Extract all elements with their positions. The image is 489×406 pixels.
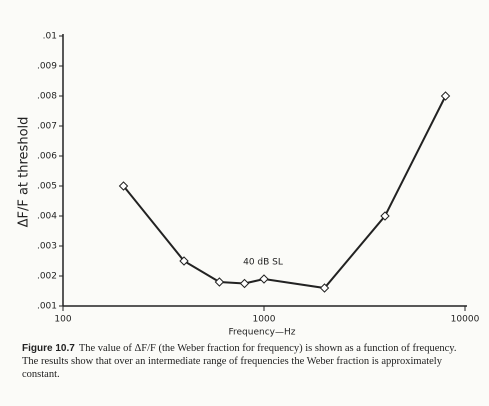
data-point bbox=[118, 181, 129, 191]
y-tick-label: .009 bbox=[37, 62, 57, 72]
y-tick-label: .005 bbox=[37, 182, 57, 192]
y-tick-label: .01 bbox=[43, 32, 57, 42]
data-point bbox=[440, 91, 451, 101]
caption-text: The value of ΔF/F (the Weber fraction fo… bbox=[22, 343, 457, 380]
y-tick-label: .006 bbox=[37, 152, 57, 162]
data-point bbox=[239, 278, 250, 289]
data-point bbox=[380, 211, 390, 221]
x-tick-label: 10000 bbox=[451, 315, 480, 325]
data-point bbox=[319, 283, 330, 293]
data-point bbox=[259, 274, 269, 284]
annotation: 40 dB SL bbox=[243, 258, 283, 268]
data-line bbox=[122, 95, 447, 290]
y-axis-label: ΔF/F at threshold bbox=[17, 117, 32, 228]
caption: Figure 10.7 The value of ΔF/F (the Weber … bbox=[22, 342, 472, 381]
x-tick-label: 100 bbox=[54, 315, 71, 325]
y-tick-label: .007 bbox=[37, 122, 57, 132]
y-tick-label: .008 bbox=[37, 92, 57, 102]
y-tick-label: .002 bbox=[37, 272, 57, 282]
x-tick-label: 1000 bbox=[253, 315, 276, 325]
y-tick-label: .001 bbox=[37, 302, 57, 312]
y-tick-label: .004 bbox=[37, 212, 57, 222]
chart: Frequency—Hz ΔF/F at threshold .001 .002.… bbox=[17, 32, 480, 338]
data-point bbox=[214, 277, 225, 287]
y-tick-label: .003 bbox=[37, 242, 57, 252]
data-point bbox=[179, 256, 189, 266]
x-axis-label: Frequency—Hz bbox=[229, 328, 296, 338]
caption-label: Figure 10.7 bbox=[22, 343, 75, 354]
